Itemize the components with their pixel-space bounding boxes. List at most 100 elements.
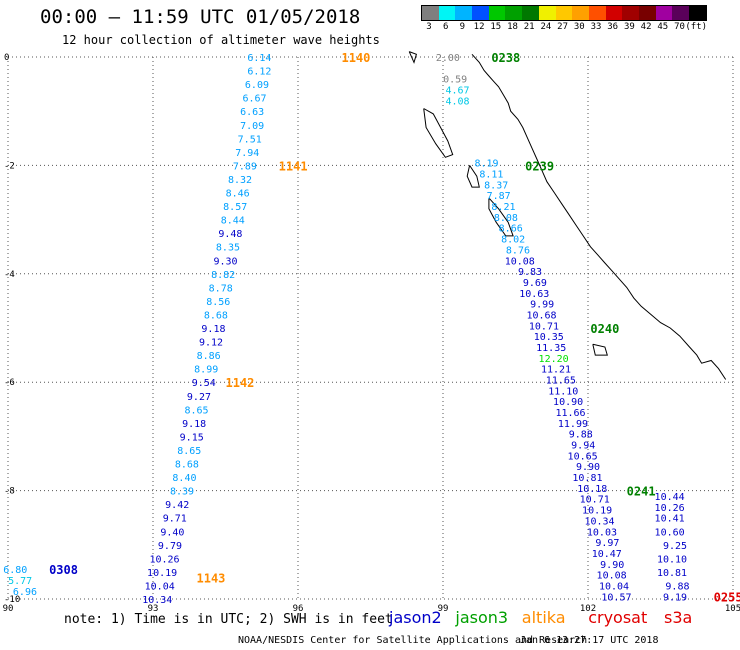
swh-value: 6.09 bbox=[245, 80, 269, 91]
swh-value: 8.99 bbox=[194, 365, 218, 376]
swh-value: 10.10 bbox=[657, 554, 687, 565]
color-level-label: 24 bbox=[540, 22, 552, 32]
color-swatch bbox=[572, 6, 589, 20]
swh-value: 7.89 bbox=[233, 161, 257, 172]
legend-jason2: jason2 bbox=[389, 608, 442, 627]
color-level-label: 18 bbox=[507, 22, 518, 32]
footnote: note: 1) Time is in UTC; 2) SWH is in fe… bbox=[64, 612, 393, 627]
pagai-islands bbox=[488, 197, 514, 237]
swh-value: 8.82 bbox=[211, 270, 235, 281]
swh-value: 10.18 bbox=[577, 484, 607, 495]
pass-time-label: 0241 bbox=[627, 485, 656, 499]
swh-value: 9.15 bbox=[180, 432, 204, 443]
legend-s3a: s3a bbox=[664, 608, 693, 627]
altika-1140-1143: 6.14 6.12 6.09 6.67 6.63 7.09 7.51 7.94 7.89 8.32… bbox=[142, 51, 370, 606]
swh-value: 6.63 bbox=[240, 107, 264, 118]
color-level-label: 42 bbox=[640, 22, 652, 32]
legend-cryosat: cryosat bbox=[588, 608, 648, 627]
swh-value: 7.87 bbox=[487, 191, 511, 202]
swh-value: 10.04 bbox=[599, 581, 629, 592]
swh-value: 9.99 bbox=[530, 300, 554, 311]
observation-layer: 6.14 6.12 6.09 6.67 6.63 7.09 7.51 7.94 7.89 8.32… bbox=[3, 51, 740, 606]
page-subtitle: 12 hour collection of altimeter wave hei… bbox=[62, 33, 380, 47]
pass-time-label: 0238 bbox=[491, 51, 520, 65]
pass-time-label: 0240 bbox=[590, 322, 619, 336]
swh-value: 8.44 bbox=[221, 216, 245, 227]
pass-time-label: 1140 bbox=[342, 51, 371, 65]
swh-value: 10.19 bbox=[582, 506, 612, 517]
swh-value: 6.96 bbox=[13, 587, 37, 598]
color-level-label: 27 bbox=[557, 22, 569, 32]
swh-value: 8.39 bbox=[170, 487, 194, 498]
pass-time-label: 1142 bbox=[226, 376, 255, 390]
color-swatch bbox=[622, 6, 639, 20]
jason2-0308: 6.805.776.96 0308 bbox=[3, 563, 78, 598]
page-title: 00:00 – 11:59 UTC 01/05/2018 bbox=[40, 6, 361, 28]
swh-value: 5.77 bbox=[8, 576, 32, 587]
swh-value: 8.68 bbox=[175, 460, 199, 471]
swh-value: 8.68 bbox=[204, 310, 228, 321]
color-level-label: 36 bbox=[607, 22, 619, 32]
swh-value: 9.19 bbox=[663, 592, 687, 603]
swh-value: 9.88 bbox=[569, 430, 593, 441]
swh-value: 10.71 bbox=[529, 321, 559, 332]
swh-value: 9.42 bbox=[165, 500, 189, 511]
swh-value: 0.59 bbox=[443, 75, 467, 86]
swh-value: 8.57 bbox=[223, 202, 247, 213]
swh-value: 10.41 bbox=[655, 514, 685, 525]
color-scale-bar bbox=[421, 5, 707, 21]
swh-value: 9.25 bbox=[663, 541, 687, 552]
color-level-label: 12 bbox=[473, 22, 485, 32]
color-swatch bbox=[522, 6, 539, 20]
sipora-island bbox=[466, 165, 480, 188]
pass-time-label: 0255 bbox=[714, 590, 740, 604]
swh-value: 9.90 bbox=[600, 560, 624, 571]
swh-value: 6.12 bbox=[247, 67, 271, 78]
swh-value: 9.40 bbox=[160, 527, 184, 538]
swh-value: 9.54 bbox=[192, 378, 216, 389]
pass-time-label: 1143 bbox=[197, 571, 226, 585]
color-swatch bbox=[588, 6, 606, 20]
coastline-layer bbox=[408, 51, 727, 380]
color-level-label: 6 bbox=[442, 22, 449, 32]
color-level-label: 3 bbox=[426, 22, 432, 32]
swh-value: 7.51 bbox=[238, 134, 262, 145]
color-level-label: 45 bbox=[657, 22, 669, 32]
swh-value: 9.27 bbox=[187, 392, 211, 403]
swh-value: 10.81 bbox=[572, 473, 602, 484]
color-level-label: (ft) bbox=[685, 22, 708, 32]
swh-value: 9.97 bbox=[595, 538, 619, 549]
swh-value: 8.65 bbox=[184, 405, 208, 416]
swh-value: 8.32 bbox=[228, 175, 252, 186]
swh-value: 9.71 bbox=[163, 514, 187, 525]
swh-value: 6.67 bbox=[242, 94, 266, 105]
swh-value: 9.69 bbox=[523, 278, 547, 289]
swh-value: 11.99 bbox=[558, 419, 588, 430]
swh-value: 8.65 bbox=[177, 446, 201, 457]
swh-value: 9.48 bbox=[218, 229, 242, 240]
swh-value: 9.18 bbox=[201, 324, 225, 335]
swh-value: 10.35 bbox=[534, 332, 564, 343]
swh-value: 8.21 bbox=[491, 202, 515, 213]
lat-tick-label: -10 bbox=[4, 595, 20, 605]
lat-tick-label: 0 bbox=[4, 53, 9, 63]
swh-value: 8.19 bbox=[474, 159, 498, 170]
swh-value: 10.04 bbox=[145, 581, 175, 592]
swh-value: 10.08 bbox=[505, 256, 535, 267]
color-level-label: 33 bbox=[590, 22, 602, 32]
swh-value: 9.94 bbox=[571, 441, 595, 452]
swh-value: 8.56 bbox=[206, 297, 230, 308]
swh-value: 9.12 bbox=[199, 338, 223, 349]
lon-tick-label: 90 bbox=[3, 604, 14, 614]
pass-time-label: 1141 bbox=[279, 159, 308, 173]
color-swatch bbox=[689, 6, 706, 20]
swh-value: 8.66 bbox=[499, 224, 523, 235]
color-swatch bbox=[605, 6, 623, 20]
swh-value: 10.90 bbox=[553, 397, 583, 408]
swh-value: 8.78 bbox=[209, 283, 233, 294]
pass-time-label: 0239 bbox=[525, 159, 554, 173]
swh-value: 10.26 bbox=[149, 554, 179, 565]
swh-value: 10.26 bbox=[655, 503, 685, 514]
